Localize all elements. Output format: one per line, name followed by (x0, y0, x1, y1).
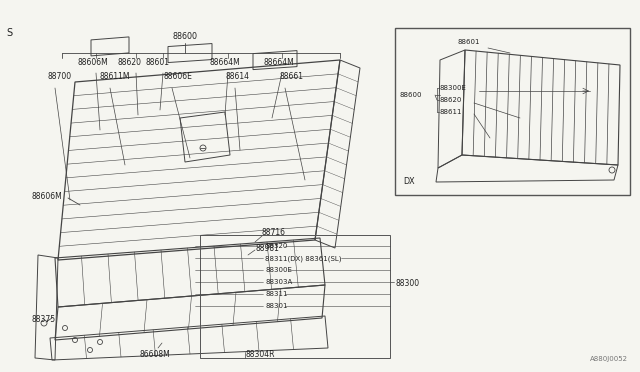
Text: 88304R: 88304R (245, 350, 275, 359)
Text: 88300E: 88300E (439, 85, 466, 91)
Text: A880J0052: A880J0052 (590, 356, 628, 362)
Text: 88614: 88614 (225, 72, 249, 81)
Text: 88606E: 88606E (163, 72, 192, 81)
Text: 88620: 88620 (118, 58, 142, 67)
Text: S: S (6, 28, 12, 38)
Bar (395, 28, 630, 195)
Text: 88601: 88601 (145, 58, 169, 67)
Text: 88664M: 88664M (210, 58, 241, 67)
Text: 88716: 88716 (262, 228, 286, 237)
Text: 88311(DX) 88361(SL): 88311(DX) 88361(SL) (265, 255, 342, 262)
Text: 88611: 88611 (439, 109, 461, 115)
Bar (200, 235, 390, 358)
Text: DX: DX (403, 177, 415, 186)
Text: 88600: 88600 (400, 92, 422, 98)
Text: 88700: 88700 (48, 72, 72, 81)
Text: 86608M: 86608M (140, 350, 171, 359)
Text: 88606M: 88606M (32, 192, 63, 201)
Text: 88320: 88320 (265, 243, 287, 249)
Text: 88375: 88375 (32, 315, 56, 324)
Text: 88300: 88300 (395, 279, 419, 288)
Text: 88981: 88981 (255, 244, 279, 253)
Text: 88311: 88311 (265, 291, 287, 297)
Text: 88600: 88600 (173, 32, 198, 41)
Text: 88606M: 88606M (78, 58, 109, 67)
Text: 88620: 88620 (439, 97, 461, 103)
Text: 88300E: 88300E (265, 267, 292, 273)
Text: 88601: 88601 (458, 39, 481, 45)
Text: 88303A: 88303A (265, 279, 292, 285)
Text: 88301: 88301 (265, 303, 287, 309)
Text: 88661: 88661 (279, 72, 303, 81)
Text: 88611M: 88611M (100, 72, 131, 81)
Text: 88664M: 88664M (264, 58, 295, 67)
